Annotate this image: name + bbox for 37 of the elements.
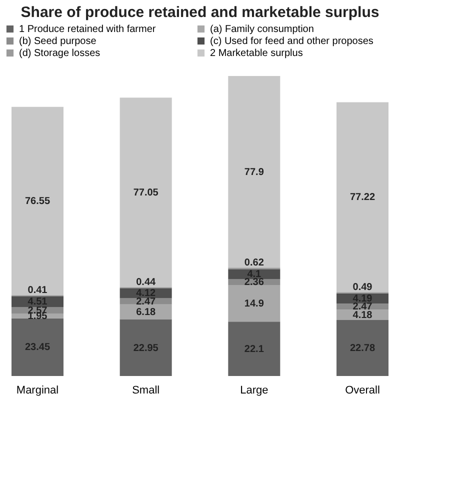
bar [336, 102, 388, 292]
bar [228, 322, 280, 376]
data-label: 0.62 [244, 258, 264, 269]
x-tick-label: Large [240, 384, 268, 396]
data-label: 2.36 [244, 277, 264, 288]
x-tick-label: Overall [345, 384, 380, 396]
legend-label: 2 Marketable surplus [210, 48, 303, 59]
data-label: 77.22 [350, 192, 376, 204]
legend-label: (c) Used for feed and other proposes [210, 36, 374, 47]
bar [120, 98, 172, 288]
bar [12, 318, 64, 376]
data-label: 0.41 [28, 285, 48, 296]
x-tick-label: Small [132, 384, 160, 396]
chart-title: Share of produce retained and marketable surplus [20, 4, 380, 21]
data-label: 77.9 [244, 166, 264, 178]
bar [120, 320, 172, 376]
data-label: 77.05 [133, 187, 159, 198]
legend-label: (d) Storage losses [19, 48, 100, 59]
legend-label: (a) Family consumption [210, 24, 314, 35]
data-label: 22.78 [350, 342, 376, 354]
legend-label: 1 Produce retained with farmer [19, 24, 156, 35]
x-tick-label: Marginal [16, 384, 59, 396]
bar [336, 320, 388, 376]
data-label: 23.45 [24, 342, 50, 354]
data-label: 22.1 [244, 344, 264, 355]
data-label: 4.18 [352, 310, 373, 321]
data-label: 2.47 [136, 296, 156, 308]
bar [228, 76, 280, 268]
data-label: 0.49 [352, 282, 373, 294]
data-label: 0.44 [136, 277, 156, 288]
legend-label: (b) Seed purpose [19, 36, 97, 47]
data-label: 22.95 [133, 342, 159, 354]
bar [12, 106, 64, 296]
data-label: 6.18 [136, 306, 156, 318]
bar [228, 285, 280, 322]
data-label: 14.9 [244, 298, 264, 310]
data-label: 76.55 [24, 196, 50, 207]
